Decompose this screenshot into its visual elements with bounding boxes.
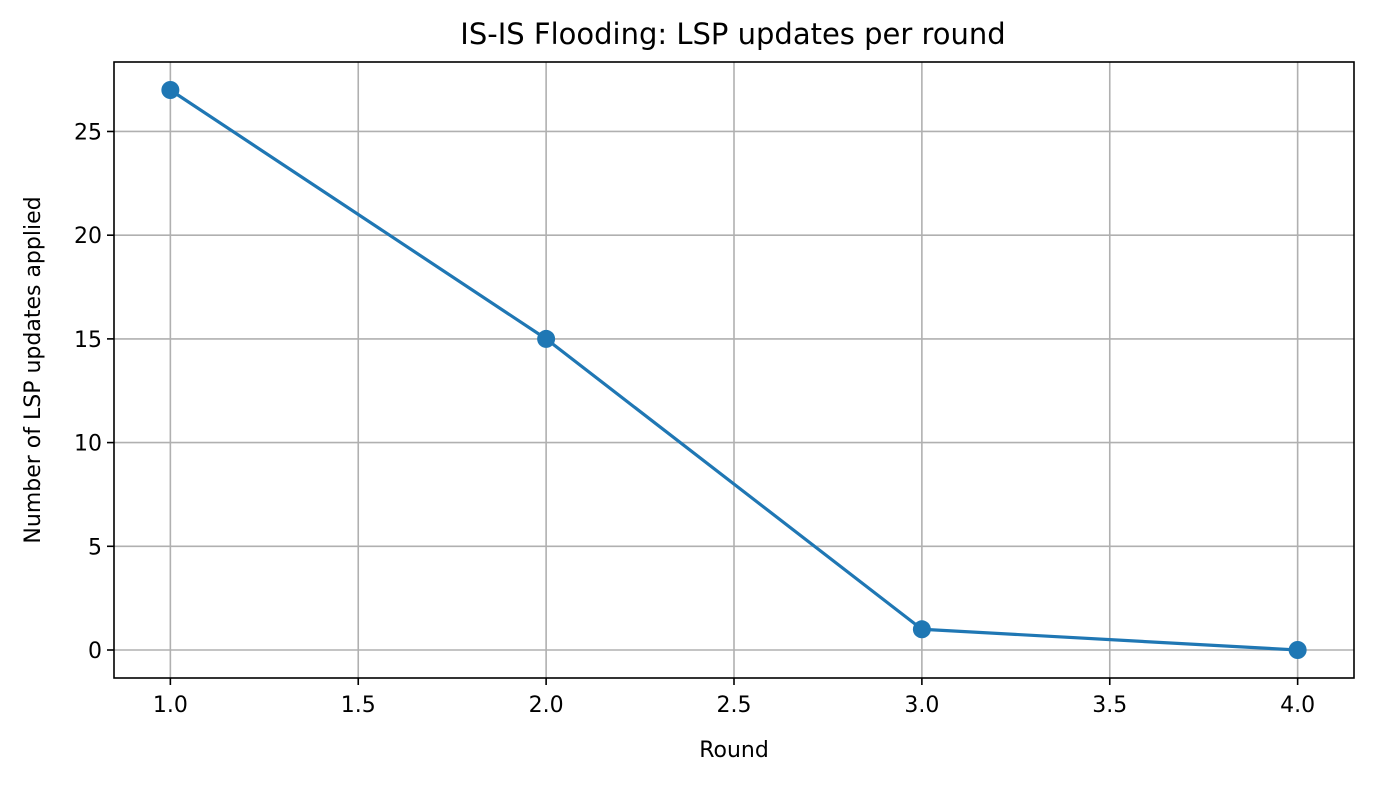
grid — [114, 62, 1354, 678]
y-tick-label: 10 — [74, 432, 102, 457]
x-tick-label: 2.0 — [529, 693, 564, 718]
data-point — [912, 620, 931, 639]
y-tick-label: 5 — [88, 535, 102, 560]
y-axis-label: Number of LSP updates applied — [21, 196, 46, 543]
chart-title: IS-IS Flooding: LSP updates per round — [460, 17, 1005, 51]
y-tick-label: 25 — [74, 120, 102, 145]
x-tick-label: 3.5 — [1092, 693, 1127, 718]
series-line — [168, 87, 1300, 652]
x-tick-label: 4.0 — [1280, 693, 1315, 718]
x-tick-label: 3.0 — [904, 693, 939, 718]
axis-ticks: 1.0 1.5 2.0 2.5 3.0 3.5 4.0 0 5 10 15 20 25 — [74, 120, 1315, 718]
data-point — [1288, 641, 1307, 659]
y-tick-label: 0 — [88, 639, 102, 664]
data-point — [161, 81, 180, 99]
x-tick-label: 1.5 — [341, 693, 376, 718]
series-layer — [161, 81, 1307, 659]
y-tick-label: 20 — [74, 224, 102, 249]
x-axis-label: Round — [699, 738, 769, 763]
y-tick-label: 15 — [74, 328, 102, 353]
x-tick-label: 2.5 — [717, 693, 752, 718]
data-point — [537, 329, 556, 348]
x-tick-label: 1.0 — [153, 693, 188, 718]
